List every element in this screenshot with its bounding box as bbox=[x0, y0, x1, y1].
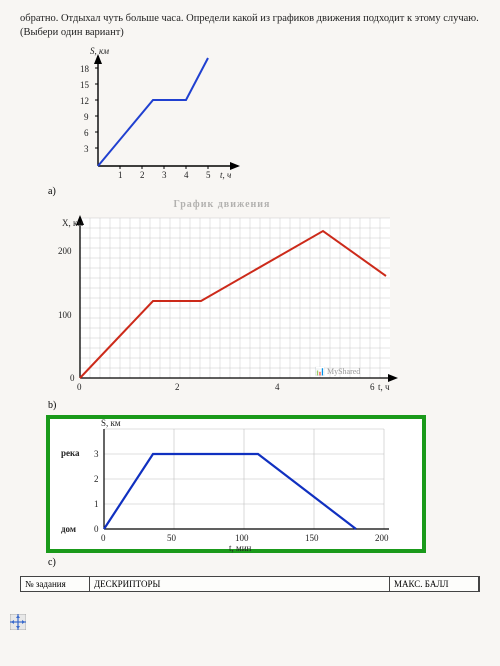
svg-text:18: 18 bbox=[80, 64, 90, 74]
option-b-label: b) bbox=[48, 400, 480, 411]
svg-text:t, ч: t, ч bbox=[220, 170, 231, 180]
svg-text:15: 15 bbox=[80, 80, 90, 90]
footer-table: № задания ДЕСКРИПТОРЫ МАКС. БАЛЛ bbox=[20, 576, 480, 592]
svg-text:3: 3 bbox=[162, 170, 167, 180]
chart-top-svg: 3 6 9 12 15 18 1 2 3 4 5 bbox=[70, 46, 260, 184]
svg-text:50: 50 bbox=[167, 533, 177, 543]
svg-text:t, мин: t, мин bbox=[229, 543, 252, 553]
svg-text:3: 3 bbox=[84, 144, 89, 154]
document-page: обратно. Отдыхал чуть больше часа. Опред… bbox=[0, 0, 500, 666]
footer-col-3: МАКС. БАЛЛ bbox=[390, 577, 479, 591]
svg-text:1: 1 bbox=[94, 499, 99, 509]
svg-text:2: 2 bbox=[175, 382, 180, 392]
svg-text:9: 9 bbox=[84, 112, 89, 122]
svg-text:река: река bbox=[61, 448, 80, 458]
chart-top: 3 6 9 12 15 18 1 2 3 4 5 bbox=[70, 46, 480, 184]
svg-text:100: 100 bbox=[58, 310, 72, 320]
svg-text:S, км: S, км bbox=[90, 46, 109, 56]
svg-text:0: 0 bbox=[77, 382, 82, 392]
resize-handle-icon[interactable] bbox=[10, 614, 26, 630]
svg-text:5: 5 bbox=[206, 170, 211, 180]
svg-text:4: 4 bbox=[275, 382, 280, 392]
task-text: обратно. Отдыхал чуть больше часа. Опред… bbox=[20, 12, 480, 40]
svg-text:2: 2 bbox=[140, 170, 145, 180]
svg-text:t, ч: t, ч bbox=[378, 382, 390, 392]
watermark: 📊 MyShared bbox=[315, 366, 360, 376]
svg-text:100: 100 bbox=[235, 533, 249, 543]
option-a-label: а) bbox=[48, 186, 480, 197]
option-c-label: с) bbox=[48, 557, 480, 568]
chart-c: 0 1 2 3 0 50 100 150 200 S, км t, мин ре… bbox=[46, 415, 480, 555]
svg-text:6: 6 bbox=[370, 382, 375, 392]
svg-text:3: 3 bbox=[94, 449, 99, 459]
chart-b: График движения 0 100 200 bbox=[52, 199, 480, 398]
svg-text:4: 4 bbox=[184, 170, 189, 180]
svg-text:S, км: S, км bbox=[101, 418, 121, 428]
svg-text:0: 0 bbox=[94, 524, 99, 534]
svg-text:дом: дом bbox=[61, 524, 76, 534]
svg-text:6: 6 bbox=[84, 128, 89, 138]
chart-c-svg: 0 1 2 3 0 50 100 150 200 S, км t, мин ре… bbox=[46, 415, 428, 555]
footer-col-1: № задания bbox=[21, 577, 90, 591]
svg-text:0: 0 bbox=[70, 373, 75, 383]
chart-b-svg: 0 100 200 0 2 4 6 X, км t, ч 📊 MyShared bbox=[52, 210, 404, 398]
svg-text:12: 12 bbox=[80, 96, 89, 106]
svg-text:1: 1 bbox=[118, 170, 123, 180]
svg-text:200: 200 bbox=[58, 246, 72, 256]
chart-b-title: График движения bbox=[52, 199, 392, 210]
svg-text:200: 200 bbox=[375, 533, 389, 543]
svg-text:150: 150 bbox=[305, 533, 319, 543]
svg-text:2: 2 bbox=[94, 474, 99, 484]
footer-col-2: ДЕСКРИПТОРЫ bbox=[90, 577, 390, 591]
svg-text:X, км: X, км bbox=[62, 218, 83, 228]
svg-text:0: 0 bbox=[101, 533, 106, 543]
